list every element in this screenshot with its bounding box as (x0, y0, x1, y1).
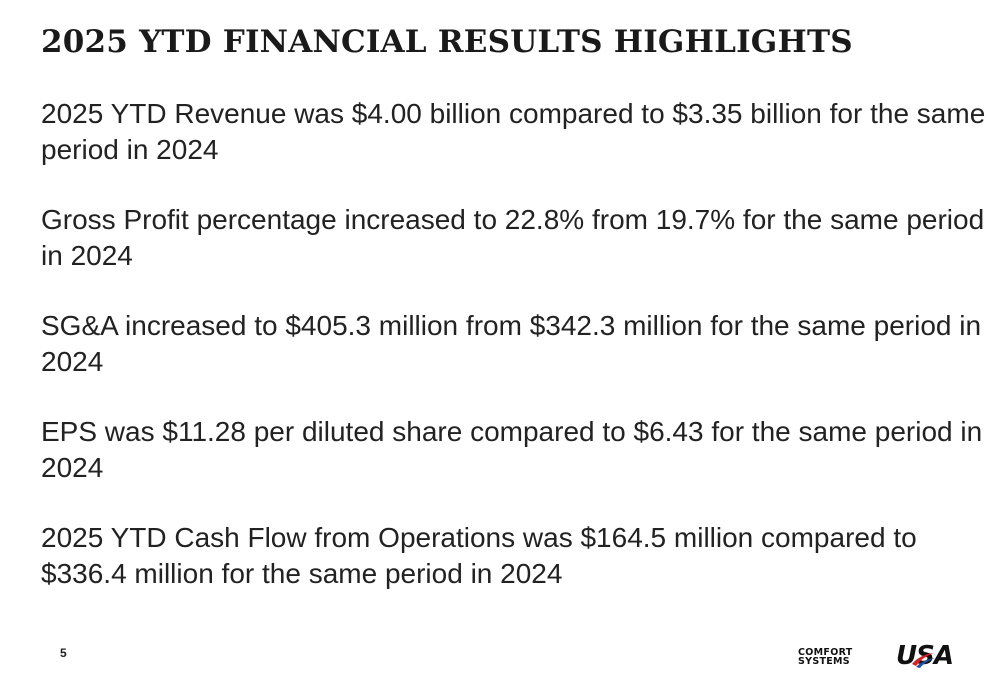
company-logo: COMFORT SYSTEMS USA (798, 641, 970, 671)
highlight-gross-profit: Gross Profit percentage increased to 22.… (41, 204, 985, 271)
swoosh-blue-stroke (916, 658, 935, 668)
logo-line-systems: SYSTEMS (798, 656, 850, 667)
highlights-list: 2025 YTD Revenue was $4.00 billion compa… (41, 96, 996, 626)
swoosh-red-stroke (912, 653, 934, 666)
page-number: 5 (60, 646, 67, 660)
highlight-eps: EPS was $11.28 per diluted share compare… (41, 416, 983, 483)
highlight-sga: SG&A increased to $405.3 million from $3… (41, 310, 982, 377)
slide-title: 2025 YTD FINANCIAL RESULTS HIGHLIGHTS (41, 24, 853, 60)
logo-wordmark: COMFORT SYSTEMS (798, 647, 853, 667)
highlight-cash-flow: 2025 YTD Cash Flow from Operations was $… (41, 522, 917, 589)
logo-swoosh-icon (912, 653, 935, 668)
logo-line-comfort: COMFORT (798, 647, 853, 658)
highlight-revenue: 2025 YTD Revenue was $4.00 billion compa… (41, 98, 986, 165)
